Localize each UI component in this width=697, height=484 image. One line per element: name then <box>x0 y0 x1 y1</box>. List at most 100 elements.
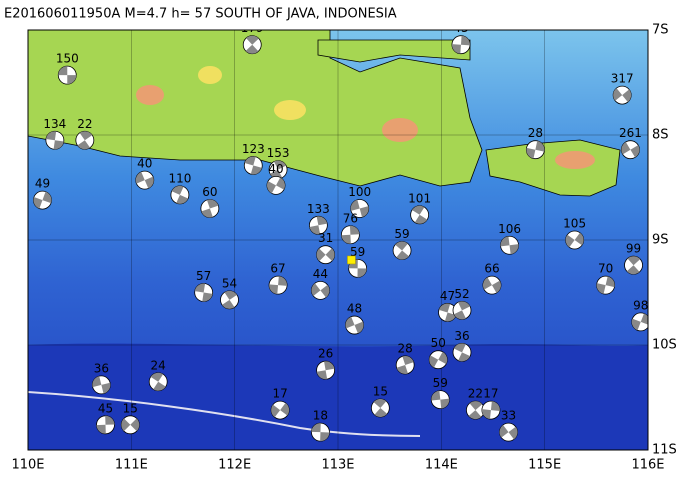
compression-quadrant <box>316 361 335 380</box>
depth-label: 24 <box>151 358 166 372</box>
compression-quadrant <box>468 401 483 420</box>
focal-mechanism <box>451 35 471 55</box>
depth-label: 106 <box>498 222 521 236</box>
depth-label: 110 <box>168 171 191 185</box>
depth-label: 57 <box>196 269 211 283</box>
depth-label: 49 <box>35 177 50 191</box>
compression-quadrant <box>345 316 364 334</box>
depth-label: 153 <box>267 146 290 160</box>
trench-line <box>28 391 421 437</box>
depth-label: 66 <box>484 262 499 276</box>
highland <box>198 66 222 84</box>
focal-mechanism <box>482 275 502 295</box>
focal-mechanism <box>340 225 360 245</box>
compression-quadrant <box>245 35 259 54</box>
compression-quadrant <box>438 303 457 322</box>
highland <box>274 100 306 120</box>
frame <box>27 29 649 451</box>
depth-label: 40 <box>268 162 283 176</box>
lon-label: 111E <box>115 458 148 473</box>
focal-mechanism <box>148 372 168 392</box>
focal-mechanism <box>242 35 262 55</box>
compression-quadrant <box>626 256 641 275</box>
depth-label: 45 <box>98 401 113 415</box>
depth-label: 59 <box>394 227 409 241</box>
compression-quadrant <box>270 160 287 179</box>
compression-quadrant <box>482 277 501 293</box>
focal-mechanism <box>268 275 288 295</box>
depth-label: 52 <box>454 287 469 301</box>
compression-quadrant <box>373 399 388 417</box>
depth-label: 59 <box>350 245 365 259</box>
compression-quadrant <box>453 343 471 362</box>
depth-label: 261 <box>619 126 642 140</box>
depth-label: 22 <box>468 387 483 401</box>
highland <box>136 85 164 105</box>
focal-mechanism <box>311 422 330 442</box>
focal-mechanism <box>428 350 448 370</box>
compression-quadrant <box>565 232 584 248</box>
depth-label: 150 <box>56 52 79 66</box>
depth-label: 18 <box>313 409 328 423</box>
compression-quadrant <box>194 283 213 302</box>
depth-label: 15 <box>123 401 138 415</box>
depth-label: 28 <box>528 126 543 140</box>
depth-label: 101 <box>408 191 431 205</box>
depth-label: 99 <box>626 242 641 256</box>
depth-label: 134 <box>43 117 66 131</box>
compression-quadrant <box>316 248 335 262</box>
main-event <box>347 255 356 265</box>
depth-label: 59 <box>433 376 448 390</box>
focal-mechanism <box>438 303 457 322</box>
focal-mechanism <box>200 199 220 218</box>
depth-label: 133 <box>307 202 330 216</box>
focal-mechanism <box>311 280 330 300</box>
lat-label: 7S <box>652 23 669 38</box>
focal-mechanism <box>316 245 336 265</box>
lon-label: 115E <box>528 458 561 473</box>
focal-mechanism <box>308 215 328 235</box>
depth-label: 76 <box>343 211 358 225</box>
depth-label: 22 <box>77 117 92 131</box>
compression-quadrant <box>45 131 64 150</box>
title: E201606011950A M=4.7 h= 57 SOUTH OF JAVA… <box>4 7 397 22</box>
depth-label: 100 <box>348 185 371 199</box>
focal-mechanism <box>430 390 450 410</box>
lon-label: 112E <box>218 458 251 473</box>
axes: 110E 111E 112E 113E 114E 115E 116E 7S 8S 9S 10S 11S <box>11 23 676 473</box>
focal-mechanism <box>91 375 111 395</box>
compression-quadrant <box>244 156 262 175</box>
lat-label: 11S <box>652 443 677 458</box>
compression-quadrant <box>499 424 518 440</box>
lat-label: 9S <box>652 233 669 248</box>
depth-label: 28 <box>398 341 413 355</box>
depth-label: 48 <box>347 302 362 316</box>
focal-mechanism <box>220 290 239 310</box>
depth-label: 31 <box>318 231 333 245</box>
focal-mechanism <box>624 255 643 275</box>
focal-mechanism <box>612 85 632 105</box>
lon-label: 110E <box>11 458 44 473</box>
depth-label: 105 <box>563 217 586 231</box>
depth-label: 43 <box>453 21 468 35</box>
depth-label: 47 <box>440 289 455 303</box>
depth-label: 67 <box>270 262 285 276</box>
compression-quadrant <box>481 401 500 420</box>
madura-land <box>317 39 471 63</box>
depth-label: 317 <box>611 72 634 86</box>
compression-quadrant <box>350 199 369 218</box>
compression-quadrant <box>631 313 648 331</box>
focal-mechanism <box>466 400 485 420</box>
lon-label: 113E <box>321 458 354 473</box>
focal-mechanism <box>631 312 648 332</box>
lon-label: 116E <box>631 458 664 473</box>
depth-label: 36 <box>454 329 469 343</box>
focal-mechanism <box>392 241 412 260</box>
focal-mechanism <box>135 170 155 190</box>
focal-mechanism <box>345 315 364 335</box>
compression-quadrant <box>222 290 237 309</box>
compression-quadrant <box>311 423 330 442</box>
compression-quadrant <box>596 276 615 294</box>
compression-quadrant <box>412 205 428 224</box>
java-land <box>28 30 483 187</box>
